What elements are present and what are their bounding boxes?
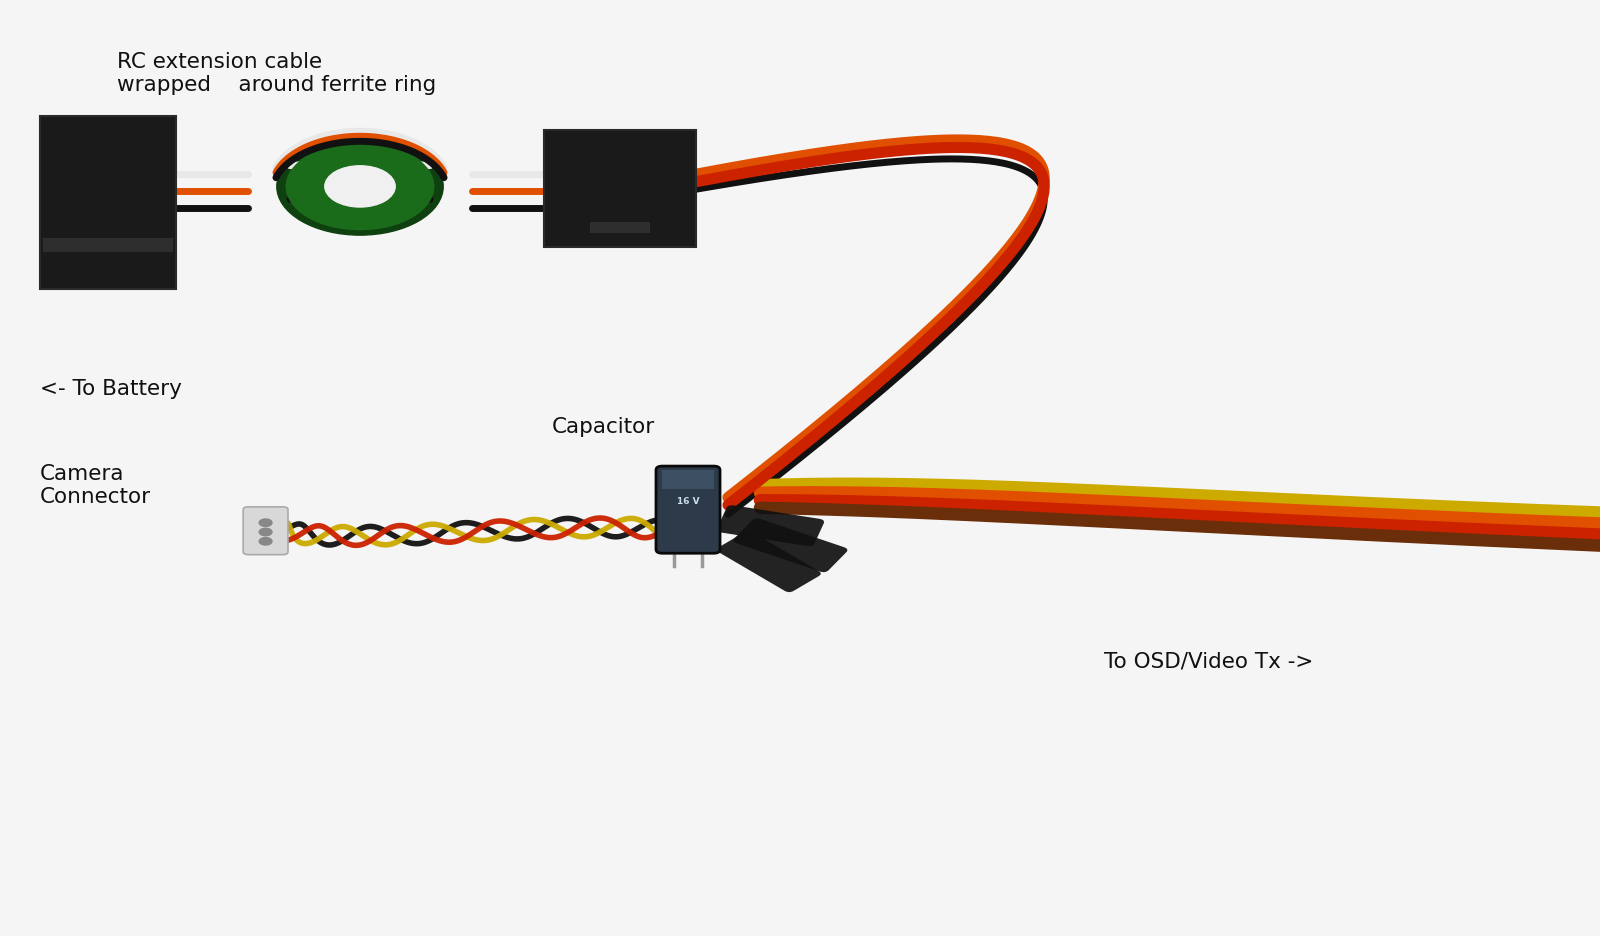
- Text: Camera
Connector: Camera Connector: [40, 463, 150, 506]
- FancyBboxPatch shape: [656, 466, 720, 553]
- FancyBboxPatch shape: [43, 239, 173, 253]
- Circle shape: [318, 158, 402, 207]
- FancyBboxPatch shape: [662, 471, 714, 490]
- Text: RC extension cable
wrapped    around ferrite ring: RC extension cable wrapped around ferrit…: [117, 51, 437, 95]
- Circle shape: [286, 144, 434, 230]
- Circle shape: [286, 144, 434, 230]
- Circle shape: [299, 152, 421, 223]
- FancyBboxPatch shape: [40, 117, 176, 290]
- Circle shape: [277, 139, 443, 236]
- Circle shape: [259, 519, 272, 527]
- Circle shape: [325, 167, 395, 208]
- Text: Capacitor: Capacitor: [552, 417, 656, 436]
- FancyBboxPatch shape: [733, 519, 848, 573]
- Text: 16 V: 16 V: [677, 496, 699, 505]
- Circle shape: [259, 529, 272, 536]
- FancyBboxPatch shape: [590, 223, 651, 234]
- FancyBboxPatch shape: [717, 532, 821, 592]
- FancyBboxPatch shape: [243, 507, 288, 555]
- Circle shape: [325, 167, 395, 208]
- Circle shape: [325, 167, 395, 208]
- Circle shape: [259, 538, 272, 546]
- Text: <- To Battery: <- To Battery: [40, 379, 182, 399]
- FancyBboxPatch shape: [717, 505, 824, 547]
- Text: To OSD/Video Tx ->: To OSD/Video Tx ->: [1104, 651, 1314, 670]
- FancyBboxPatch shape: [544, 131, 696, 248]
